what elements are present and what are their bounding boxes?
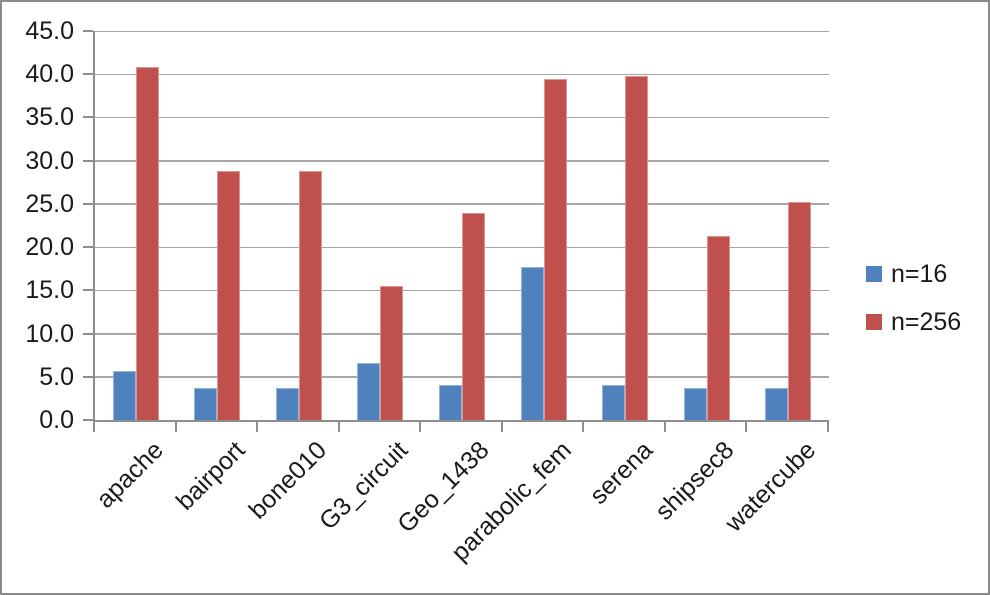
bar-group-watercube <box>747 31 829 420</box>
bar-n256-bairport <box>217 171 241 420</box>
bar-n256-parabolic_fem <box>543 78 567 420</box>
bar-n16-shipsec8 <box>683 388 707 420</box>
x-tick-mark-4 <box>419 422 422 432</box>
x-tick-mark-1 <box>174 422 177 432</box>
gridline-40 <box>95 73 829 76</box>
y-tick-mark-35.0 <box>83 116 93 119</box>
bar-n16-G3_circuit <box>357 362 381 420</box>
bar-group-bone010 <box>258 31 340 420</box>
bar-n16-apache <box>112 370 136 420</box>
x-tick-mark-9 <box>827 422 829 432</box>
gridline-30 <box>95 160 829 162</box>
gridline-25 <box>95 203 829 205</box>
y-tick-mark-40.0 <box>83 73 93 76</box>
bar-n256-watercube <box>788 202 812 420</box>
bar-n16-serena <box>602 385 626 420</box>
y-tick-mark-20.0 <box>83 246 93 249</box>
y-axis-tick-label: 0.0 <box>39 406 74 434</box>
legend-swatch-red <box>866 314 882 330</box>
y-axis-tick-label: 35.0 <box>25 103 74 132</box>
y-axis-line <box>93 31 95 422</box>
legend-label-n16: n=16 <box>891 260 948 288</box>
gridline-45 <box>95 30 829 32</box>
bar-n16-parabolic_fem <box>520 267 544 420</box>
y-axis-tick-label: 25.0 <box>25 189 74 218</box>
y-axis-tick-label: 30.0 <box>25 146 74 175</box>
bar-group-shipsec8 <box>666 31 748 420</box>
y-axis-tick-label: 45.0 <box>25 17 74 45</box>
bar-n16-bairport <box>194 388 218 420</box>
bar-group-apache <box>95 31 177 420</box>
legend-label-n256: n=256 <box>891 308 962 336</box>
y-tick-mark-25.0 <box>83 202 93 205</box>
bar-group-serena <box>584 31 666 420</box>
legend-swatch-blue <box>866 266 882 282</box>
plot-area <box>95 30 829 420</box>
y-tick-mark-15.0 <box>83 289 93 292</box>
bar-n256-bone010 <box>298 171 322 420</box>
y-tick-mark-10.0 <box>83 332 93 335</box>
x-axis-label-serena: serena <box>584 436 658 510</box>
x-tick-mark-7 <box>663 422 666 432</box>
x-tick-mark-5 <box>500 422 503 432</box>
legend: n=16 n=256 <box>866 261 961 357</box>
bar-n256-G3_circuit <box>380 286 404 420</box>
x-tick-mark-8 <box>745 422 748 432</box>
y-tick-mark-0.0 <box>83 419 93 421</box>
x-axis-line <box>93 420 829 422</box>
y-axis-tick-label: 40.0 <box>25 60 74 89</box>
bar-group-Geo_1438 <box>421 31 503 420</box>
x-axis-label-apache: apache <box>90 436 169 514</box>
y-axis-tick-label: 20.0 <box>25 233 74 262</box>
y-axis-tick-label: 15.0 <box>25 276 74 305</box>
bar-group-bairport <box>177 31 259 420</box>
x-tick-mark-6 <box>582 422 585 432</box>
y-tick-mark-45.0 <box>83 30 93 32</box>
bar-n256-shipsec8 <box>706 235 730 420</box>
x-tick-mark-3 <box>337 422 340 432</box>
gridline-35 <box>95 116 829 119</box>
y-axis-tick-label: 10.0 <box>25 319 74 348</box>
y-axis-tick-label: 5.0 <box>39 362 74 391</box>
bar-n256-serena <box>625 75 649 420</box>
bar-group-parabolic_fem <box>503 31 585 420</box>
y-tick-mark-30.0 <box>83 159 93 162</box>
bar-n256-apache <box>135 67 159 420</box>
bar-n16-bone010 <box>275 388 299 420</box>
bar-n16-watercube <box>765 388 789 420</box>
y-tick-mark-5.0 <box>83 375 93 378</box>
legend-item-n16: n=16 <box>866 261 961 287</box>
bar-n256-Geo_1438 <box>461 212 485 420</box>
x-tick-mark-2 <box>256 422 259 432</box>
bar-n16-Geo_1438 <box>438 385 462 420</box>
x-tick-mark-0 <box>93 422 95 432</box>
legend-item-n256: n=256 <box>866 309 961 335</box>
x-axis-label-bairport: bairport <box>170 436 251 516</box>
bar-group-G3_circuit <box>340 31 422 420</box>
